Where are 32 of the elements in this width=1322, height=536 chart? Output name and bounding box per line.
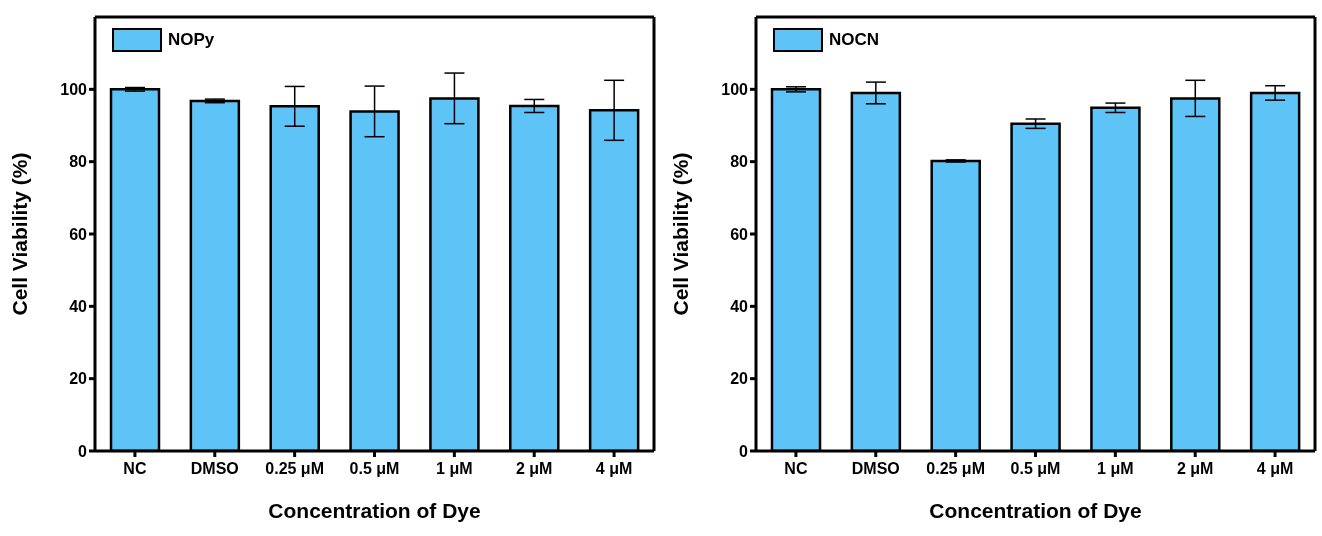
y-tick-label: 20 [69,370,88,388]
x-tick-label: 4 μM [1256,460,1294,478]
legend-label: NOCN [829,30,880,50]
y-tick-label: 100 [60,81,88,99]
y-tick-label: 60 [69,225,88,243]
y-axis-title: Cell Viability (%) [669,152,693,316]
y-tick-label: 40 [69,298,88,316]
legend-label: NOPy [168,30,215,50]
x-tick-label: 0.25 μM [265,460,324,478]
y-tick-label: 20 [730,370,749,388]
x-tick-label: 1 μM [436,460,473,478]
x-tick-label: NC [784,460,808,478]
x-tick-label: NC [123,460,147,478]
x-tick-label: 0.5 μM [349,460,400,478]
x-tick-label: DMSO [190,460,239,478]
y-tick-label: 80 [69,153,88,171]
x-axis-title: Concentration of Dye [929,499,1142,522]
x-axis-title: Concentration of Dye [268,499,481,522]
x-tick-label: DMSO [851,460,900,478]
y-tick-label: 40 [730,298,749,316]
y-tick-label: 0 [78,442,88,460]
y-tick-label: 100 [721,81,749,99]
x-tick-label: 0.25 μM [926,460,985,478]
x-tick-label: 2 μM [515,460,553,478]
x-tick-label: 4 μM [595,460,633,478]
x-tick-label: 0.5 μM [1010,460,1061,478]
y-tick-label: 0 [739,442,749,460]
x-tick-label: 1 μM [1097,460,1134,478]
y-tick-label: 60 [730,225,749,243]
x-tick-label: 2 μM [1176,460,1214,478]
y-axis-title: Cell Viability (%) [8,152,32,316]
y-tick-label: 80 [730,153,749,171]
